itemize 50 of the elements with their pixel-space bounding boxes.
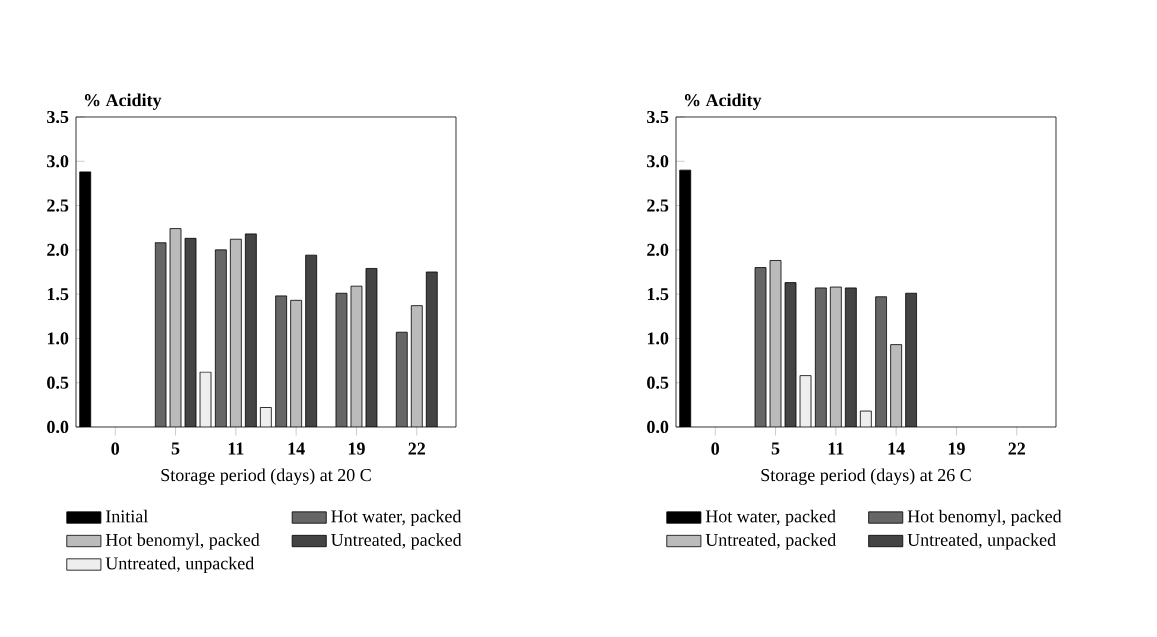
y-tick-label: 1.0 <box>647 332 669 345</box>
x-tick-label: 19 <box>348 442 365 455</box>
x-tick-label: 0 <box>111 442 120 455</box>
y-tick-label: 1.0 <box>47 332 69 345</box>
legend-label: Hot water, packed <box>705 509 836 527</box>
legend-label: Initial <box>105 509 148 523</box>
y-axis-title: % Acidity <box>84 93 162 110</box>
y-tick-label: 3.0 <box>647 155 669 168</box>
x-axis-title: Storage period (days) at 26 C <box>761 468 971 485</box>
x-tick-label: 5 <box>171 442 180 455</box>
x-axis-title: Storage period (days) at 20 C <box>161 468 371 485</box>
x-tick-label: 11 <box>828 442 844 455</box>
legend-label: Hot benomyl, packed <box>105 533 260 550</box>
y-tick-label: 0.5 <box>47 376 69 389</box>
bar <box>844 287 857 427</box>
y-tick-label: 2.5 <box>647 199 669 212</box>
bar <box>814 287 827 427</box>
y-tick-label: 0.0 <box>47 420 69 434</box>
legend-label: Untreated, unpacked <box>907 533 1056 550</box>
y-tick-label: 2.0 <box>47 243 69 256</box>
y-tick-label: 3.5 <box>47 110 69 124</box>
legend-label: Hot benomyl, packed <box>907 509 1062 527</box>
bar <box>425 271 438 427</box>
x-tick-label: 19 <box>948 442 965 455</box>
legend-label: Untreated, packed <box>331 533 462 550</box>
y-tick-label: 1.5 <box>647 288 669 301</box>
bar <box>905 292 918 427</box>
x-tick-label: 22 <box>1008 442 1025 455</box>
bar <box>875 296 888 427</box>
y-tick-label: 2.5 <box>47 199 69 212</box>
bar <box>214 249 227 427</box>
x-tick-label: 14 <box>288 442 305 455</box>
y-axis-title: % Acidity <box>684 93 762 110</box>
legend-label: Untreated, packed <box>705 533 837 550</box>
x-tick-label: 11 <box>228 442 244 455</box>
bar <box>275 295 288 427</box>
y-tick-label: 3.0 <box>47 155 69 168</box>
y-tick-label: 2.0 <box>647 243 669 256</box>
y-tick-label: 1.5 <box>47 288 69 301</box>
x-tick-label: 14 <box>888 442 905 455</box>
legend-label: Hot water, packed <box>331 509 462 527</box>
y-tick-label: 0.0 <box>647 420 669 434</box>
y-tick-label: 0.5 <box>647 376 669 389</box>
y-tick-label: 3.5 <box>647 110 669 124</box>
legend-label: Untreated, unpacked <box>105 556 255 574</box>
x-tick-label: 5 <box>771 442 780 455</box>
x-tick-label: 0 <box>711 442 720 455</box>
bar <box>244 233 257 427</box>
x-tick-label: 22 <box>408 442 425 455</box>
bar <box>305 254 318 427</box>
